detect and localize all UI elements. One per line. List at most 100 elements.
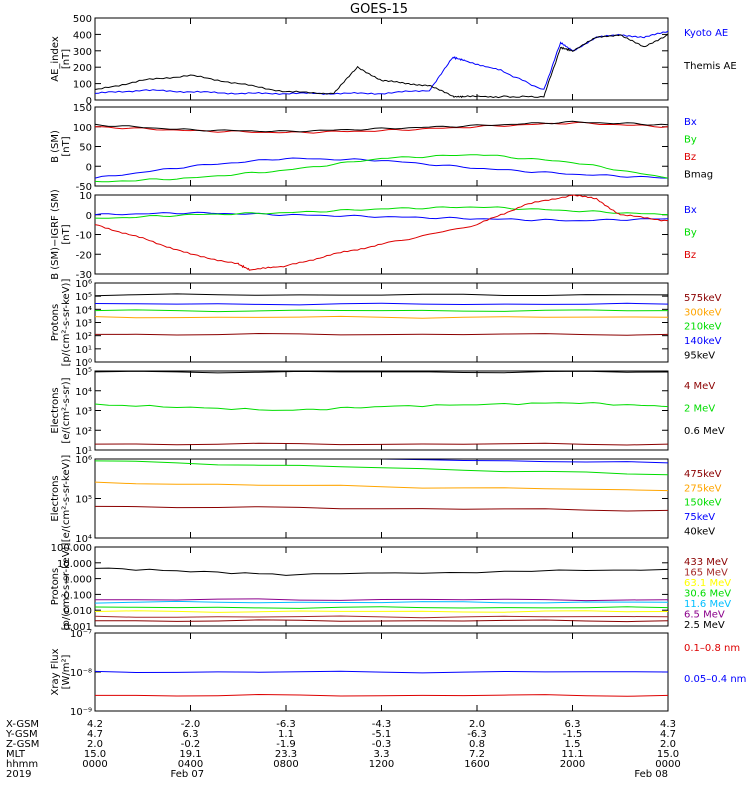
y-tick-label: 10²	[75, 332, 92, 343]
y-tick-label: 10⁴	[75, 305, 92, 316]
y-axis-label: [e/(cm²-s-sr-keV)]	[61, 455, 72, 543]
series-line-b-3	[94, 120, 669, 133]
legend-electrons_mev-0: 4 MeV	[684, 381, 715, 392]
legend-protons_mev-0: 433 MeV	[684, 557, 728, 568]
legend-protons_mev-2: 63.1 MeV	[684, 578, 731, 589]
table-cell: -0.2	[181, 739, 201, 750]
table-cell: 2.0	[660, 739, 676, 750]
y-tick-label: 400	[73, 30, 92, 41]
table-row-label: hhmm	[6, 759, 38, 770]
series-line-electrons_kev-2	[94, 460, 669, 476]
y-axis-label: B (SM)−IGRF (SM)	[50, 189, 61, 280]
legend-electrons_kev-4: 40keV	[684, 526, 715, 537]
y-tick-label: 10³	[75, 407, 92, 418]
legend-b-2: Bz	[684, 152, 696, 163]
table-cell: 0400	[178, 759, 203, 770]
legend-protons_mev-6: 2.5 MeV	[684, 620, 725, 631]
series-line-db-2	[94, 194, 669, 271]
legend-protons_mev-3: 30.6 MeV	[684, 589, 731, 600]
legend-protons_kev-1: 300keV	[684, 307, 722, 318]
y-axis-label: [e/(cm²-s-sr)]	[61, 377, 72, 443]
y-tick-label: 0	[86, 162, 92, 173]
y-tick-label: 0	[86, 211, 92, 222]
legend-xray-1: 0.05–0.4 nm	[684, 674, 746, 685]
y-tick-label: -20	[76, 250, 92, 261]
series-line-electrons_mev-0	[94, 442, 669, 446]
legend-electrons_kev-2: 150keV	[684, 498, 722, 509]
y-tick-label: -30	[76, 270, 92, 281]
y-tick-label: 10.000	[57, 559, 92, 570]
table-cell: 0000	[82, 759, 107, 770]
y-tick-label: -10	[76, 231, 92, 242]
table-cell: 2.0	[469, 719, 485, 730]
table-cell: Feb 07	[171, 769, 205, 780]
y-tick-label: 50	[79, 143, 92, 154]
series-line-b-2	[95, 121, 669, 134]
series-line-ae-1	[94, 33, 669, 99]
series-line-protons_mev-6	[94, 567, 669, 576]
y-axis-label: B (SM)	[50, 130, 61, 163]
y-tick-label: 10⁻⁹	[70, 707, 92, 718]
series-line-electrons_mev-1	[94, 402, 669, 411]
table-cell: 0800	[273, 759, 298, 770]
table-cell: 11.1	[561, 749, 583, 760]
y-tick-label: 10⁵	[75, 292, 92, 303]
legend-electrons_mev-1: 2 MeV	[684, 404, 715, 415]
legend-electrons_kev-0: 475keV	[684, 469, 722, 480]
y-tick-label: 10⁵	[75, 367, 92, 378]
page-title: GOES-15	[350, 2, 409, 17]
y-tick-label: 10	[79, 191, 92, 202]
legend-protons_kev-4: 95keV	[684, 350, 715, 361]
table-cell: -6.3	[276, 719, 296, 730]
y-axis-label: [nT]	[61, 49, 72, 69]
legend-electrons_mev-2: 0.6 MeV	[684, 426, 725, 437]
y-tick-label: 150	[73, 103, 92, 114]
series-line-ae-0	[94, 30, 669, 95]
legend-protons_kev-3: 140keV	[684, 336, 722, 347]
y-tick-label: 10¹	[75, 345, 92, 356]
legend-b-0: Bx	[684, 117, 697, 128]
table-cell: 4.7	[87, 729, 103, 740]
panel-frame-electrons_mev	[94, 370, 669, 451]
y-tick-label: 500	[73, 14, 92, 25]
legend-protons_mev-4: 11.6 MeV	[684, 599, 731, 610]
legend-b-3: Bmag	[684, 170, 713, 181]
panel-frame-b	[94, 106, 669, 187]
table-cell: 15.0	[657, 749, 679, 760]
table-cell: 1.1	[278, 729, 294, 740]
table-cell: -1.5	[563, 729, 583, 740]
series-line-protons_mev-3	[94, 606, 669, 609]
y-tick-label: 0.001	[63, 622, 92, 633]
table-row-label: Y-GSM	[5, 729, 38, 740]
table-cell: 1200	[369, 759, 394, 770]
panel-frame-electrons_kev	[94, 458, 669, 539]
y-axis-label: AE_index	[50, 36, 61, 82]
y-tick-label: 10⁶	[75, 279, 92, 290]
y-tick-label: 100.000	[51, 543, 92, 554]
legend-ae-1: Themis AE	[683, 61, 737, 72]
table-cell: 4.3	[660, 719, 676, 730]
table-row-label: Z-GSM	[6, 739, 39, 750]
table-cell: 0000	[655, 759, 680, 770]
legend-protons_kev-0: 575keV	[684, 293, 722, 304]
panel-frame-db	[94, 194, 669, 275]
legend-protons_mev-5: 6.5 MeV	[684, 610, 725, 621]
y-tick-label: 10⁻⁸	[70, 668, 92, 679]
y-tick-label: 0	[86, 96, 92, 107]
y-axis-label: [W/m²]	[61, 654, 72, 689]
table-cell: 0.8	[469, 739, 485, 750]
y-tick-label: 10⁶	[75, 455, 92, 466]
y-tick-label: 100	[73, 123, 92, 134]
series-line-xray-1	[94, 670, 669, 674]
table-cell: 1600	[464, 759, 489, 770]
y-tick-label: 10⁻⁷	[70, 629, 92, 640]
series-line-db-0	[94, 211, 669, 222]
table-cell: 4.2	[87, 719, 103, 730]
y-axis-label: [p/(cm²-s-sr-keV)]	[61, 543, 72, 631]
y-tick-label: -50	[76, 182, 92, 193]
legend-electrons_kev-1: 275keV	[684, 483, 722, 494]
table-cell: 2.0	[87, 739, 103, 750]
y-tick-label: 300	[73, 47, 92, 58]
table-cell: Feb 08	[634, 769, 668, 780]
y-tick-label: 10³	[75, 319, 92, 330]
